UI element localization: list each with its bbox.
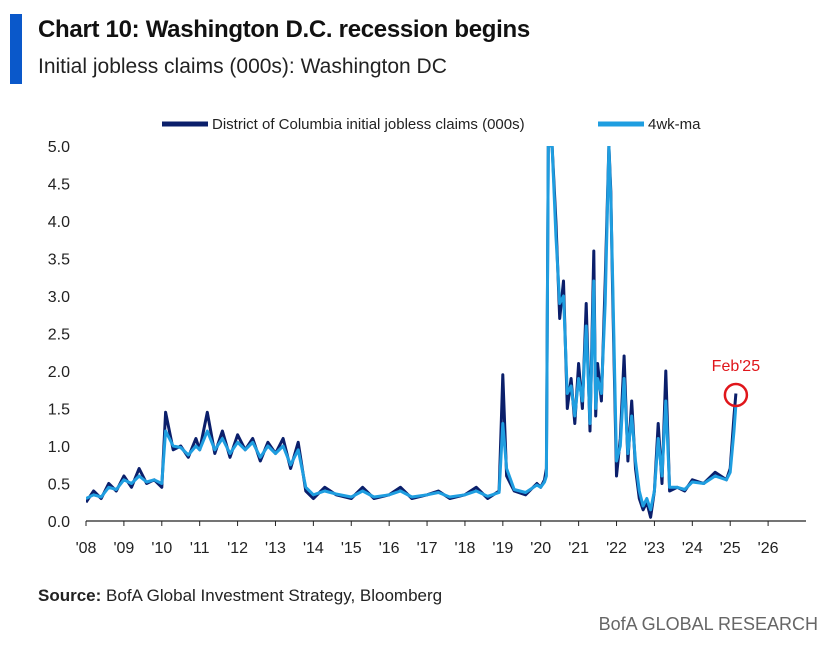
y-tick-label: 2.5	[48, 327, 70, 344]
y-tick-label: 4.5	[48, 177, 70, 194]
y-tick-label: 3.0	[48, 289, 70, 306]
x-tick-label: '19	[492, 540, 513, 557]
legend: District of Columbia initial jobless cla…	[162, 116, 701, 133]
x-tick-label: '09	[113, 540, 134, 557]
x-tick-label: '24	[682, 540, 703, 557]
y-tick-label: 0.0	[48, 514, 70, 531]
chart-svg: District of Columbia initial jobless cla…	[48, 116, 806, 557]
y-tick-label: 0.5	[48, 477, 70, 494]
x-tick-label: '12	[227, 540, 248, 557]
x-tick-label: '11	[190, 540, 210, 557]
chart-subtitle: Initial jobless claims (000s): Washingto…	[38, 55, 447, 78]
x-tick-label: '10	[151, 540, 172, 557]
y-tick-label: 1.5	[48, 402, 70, 419]
brand-footer: BofA GLOBAL RESEARCH	[598, 614, 818, 634]
x-tick-label: '20	[530, 540, 551, 557]
chart-title: Chart 10: Washington D.C. recession begi…	[38, 16, 530, 43]
x-axis: '08 '09 '10 '11 '12 '13 '14 '15 '16 '17 '18 '19 '20 '…	[76, 521, 779, 557]
x-tick-label: '22	[606, 540, 627, 557]
accent-bar	[10, 14, 22, 84]
x-tick-label: '17	[417, 540, 438, 557]
y-tick-label: 3.5	[48, 252, 70, 269]
x-tick-label: '18	[455, 540, 476, 557]
legend-label-dc-claims: District of Columbia initial jobless cla…	[212, 116, 525, 133]
feb25-annotation: Feb'25	[712, 358, 761, 408]
series-line-dc-claims	[86, 146, 738, 519]
x-tick-label: '21	[568, 540, 589, 557]
x-tick-label: '13	[265, 540, 286, 557]
y-axis: 0.0 0.5 1.0 1.5 2.0 2.5 3.0 3.5 4.0 4.5 5.0	[48, 139, 70, 531]
x-tick-label: '16	[379, 540, 400, 557]
x-tick-label: '23	[644, 540, 665, 557]
x-tick-label: '15	[341, 540, 362, 557]
x-tick-label: '08	[76, 540, 97, 557]
x-tick-label: '26	[758, 540, 779, 557]
x-tick-label: '14	[303, 540, 324, 557]
legend-label-4wk-ma: 4wk-ma	[648, 116, 701, 133]
source-label: Source:	[38, 586, 102, 605]
source-note: Source: BofA Global Investment Strategy,…	[38, 586, 442, 606]
y-tick-label: 1.0	[48, 439, 70, 456]
x-tick-label: '25	[720, 540, 741, 557]
y-tick-label: 5.0	[48, 139, 70, 156]
y-tick-label: 2.0	[48, 364, 70, 381]
source-text: BofA Global Investment Strategy, Bloombe…	[101, 586, 443, 605]
annotation-label: Feb'25	[712, 358, 761, 375]
y-tick-label: 4.0	[48, 214, 70, 231]
annotation-circle	[723, 382, 749, 408]
series-line-4wk-ma	[86, 146, 738, 512]
